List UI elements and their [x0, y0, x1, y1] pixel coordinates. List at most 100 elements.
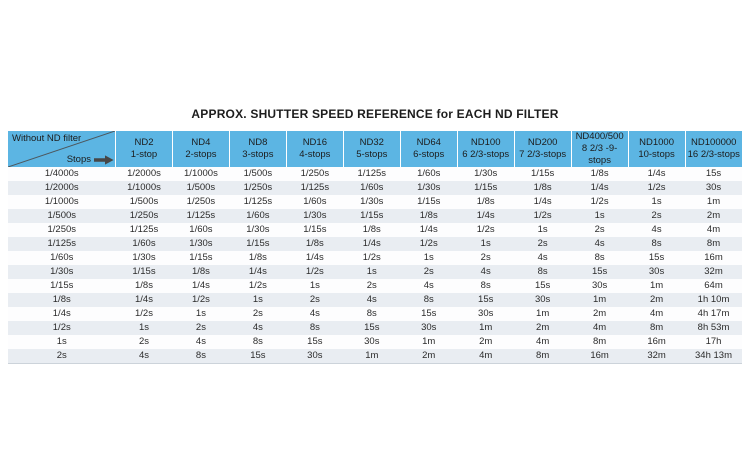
page-title: APPROX. SHUTTER SPEED REFERENCE for EACH… — [191, 107, 559, 121]
speed-cell: 1/125s — [286, 181, 344, 195]
base-speed-cell: 1/8s — [8, 293, 116, 307]
speed-cell: 1/15s — [286, 223, 344, 237]
speed-cell: 1/2s — [400, 237, 458, 251]
speed-cell: 1/60s — [343, 181, 401, 195]
table-row: 1/1000s 1/500s 1/250s 1/125s 1/60s 1/30s 1/15s… — [8, 195, 742, 209]
speed-cell: 8s — [457, 279, 515, 293]
speed-cell: 1/250s — [115, 209, 173, 223]
speed-cell: 1/15s — [115, 265, 173, 279]
speed-cell: 1/60s — [286, 195, 344, 209]
speed-cell: 4h 17m — [685, 307, 742, 321]
speed-cell: 1/250s — [229, 181, 287, 195]
base-speed-cell: 1/2000s — [8, 181, 116, 195]
nd-filter-name: ND64 — [416, 137, 441, 148]
speed-cell: 1/15s — [172, 251, 230, 265]
base-speed-cell: 1/4s — [8, 307, 116, 321]
speed-cell: 8s — [286, 321, 344, 335]
base-speed-cell: 1/125s — [8, 237, 116, 251]
speed-cell: 1/1000s — [172, 167, 230, 181]
speed-cell: 1/4s — [343, 237, 401, 251]
speed-cell: 1/8s — [115, 279, 173, 293]
speed-cell: 1m — [628, 279, 686, 293]
speed-cell: 1/30s — [229, 223, 287, 237]
speed-cell: 30s — [514, 293, 572, 307]
nd-filter-stops: 6-stops — [413, 149, 445, 160]
speed-cell: 1/4s — [571, 181, 629, 195]
speed-cell: 32m — [628, 349, 686, 364]
base-speed-cell: 1s — [8, 335, 116, 349]
speed-cell: 30s — [400, 321, 458, 335]
base-speed-cell: 1/15s — [8, 279, 116, 293]
speed-cell: 1/15s — [400, 195, 458, 209]
speed-cell: 2s — [172, 321, 230, 335]
corner-header-cell: Without ND filter Stops — [8, 131, 116, 167]
nd-filter-stops: 10-stops — [638, 149, 675, 160]
speed-cell: 1/8s — [571, 167, 629, 181]
base-speed-cell: 1/500s — [8, 209, 116, 223]
speed-cell: 1/60s — [229, 209, 287, 223]
nd-column-header: ND100000 16 2/3-stops — [684, 131, 742, 167]
table-row: 1s 2s 4s 8s 15s 30s 1m 2m 4m 8m 16m 17h — [8, 335, 742, 349]
nd-column-header: ND1000 10-stops — [627, 131, 686, 167]
speed-cell: 1m — [685, 195, 742, 209]
speed-cell: 1s — [172, 307, 230, 321]
nd-filter-name: ND8 — [248, 137, 268, 148]
speed-cell: 1m — [457, 321, 515, 335]
speed-cell: 1h 10m — [685, 293, 742, 307]
speed-cell: 1/4s — [457, 209, 515, 223]
speed-cell: 2s — [229, 307, 287, 321]
speed-cell: 8h 53m — [685, 321, 742, 335]
speed-cell: 2s — [571, 223, 629, 237]
speed-cell: 1/2s — [514, 209, 572, 223]
speed-cell: 1/15s — [343, 209, 401, 223]
speed-cell: 30s — [343, 335, 401, 349]
speed-cell: 4m — [685, 223, 742, 237]
speed-cell: 1/8s — [229, 251, 287, 265]
speed-cell: 1/2s — [172, 293, 230, 307]
speed-cell: 1s — [229, 293, 287, 307]
speed-cell: 1s — [457, 237, 515, 251]
nd-filter-stops: 5-stops — [356, 149, 388, 160]
speed-cell: 1m — [514, 307, 572, 321]
speed-cell: 4s — [457, 265, 515, 279]
speed-cell: 4s — [286, 307, 344, 321]
right-arrow-icon — [94, 154, 114, 165]
nd-filter-name: ND100000 — [691, 137, 737, 148]
speed-cell: 1/500s — [115, 195, 173, 209]
speed-cell: 2s — [343, 279, 401, 293]
speed-cell: 1/4s — [229, 265, 287, 279]
speed-cell: 1/8s — [286, 237, 344, 251]
speed-cell: 1s — [286, 279, 344, 293]
speed-cell: 1/30s — [115, 251, 173, 265]
speed-cell: 1/8s — [172, 265, 230, 279]
speed-cell: 4m — [571, 321, 629, 335]
speed-cell: 15s — [400, 307, 458, 321]
speed-cell: 8s — [229, 335, 287, 349]
speed-cell: 1/500s — [229, 167, 287, 181]
nd-filter-stops: 7 2/3-stops — [519, 149, 567, 160]
base-speed-cell: 1/2s — [8, 321, 116, 335]
speed-cell: 1/30s — [286, 209, 344, 223]
speed-cell: 4m — [628, 307, 686, 321]
speed-cell: 1s — [343, 265, 401, 279]
base-speed-cell: 1/250s — [8, 223, 116, 237]
speed-cell: 1s — [628, 195, 686, 209]
speed-cell: 8s — [571, 251, 629, 265]
speed-cell: 1/60s — [400, 167, 458, 181]
base-speed-cell: 1/60s — [8, 251, 116, 265]
speed-cell: 2m — [628, 293, 686, 307]
speed-cell: 1s — [514, 223, 572, 237]
speed-cell: 1/4s — [514, 195, 572, 209]
nd-filter-name: ND4 — [191, 137, 211, 148]
speed-cell: 64m — [685, 279, 742, 293]
table-row: 2s 4s 8s 15s 30s 1m 2m 4m 8m 16m 32m 34h 13m — [8, 349, 742, 364]
table-row: 1/125s 1/60s 1/30s 1/15s 1/8s 1/4s 1/2s 1s 2s 4s 8… — [8, 237, 742, 251]
speed-cell: 1/2s — [457, 223, 515, 237]
speed-cell: 4m — [514, 335, 572, 349]
speed-cell: 8s — [514, 265, 572, 279]
nd-column-header: ND4 2-stops — [171, 131, 230, 167]
speed-cell: 4s — [172, 335, 230, 349]
stops-label-group: Stops — [67, 154, 114, 165]
table-body: 1/4000s 1/2000s 1/1000s 1/500s 1/250s 1/125s 1… — [8, 167, 742, 364]
base-speed-cell: 1/4000s — [8, 167, 116, 181]
